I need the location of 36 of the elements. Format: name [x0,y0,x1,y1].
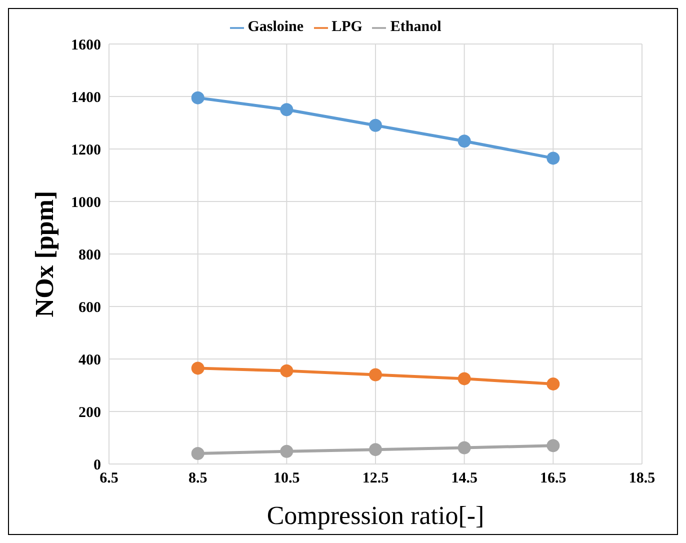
point [191,362,204,375]
point [458,372,471,386]
point [369,368,382,382]
x-axis-title: Compression ratio[-] [266,501,484,530]
x-tick-label: 10.5 [274,470,300,487]
x-tick-label: 12.5 [362,470,389,487]
y-tick-label: 1000 [71,194,101,211]
legend-label: Gasloine [248,19,304,35]
legend-label: Ethanol [390,19,442,35]
y-tick-label: 600 [78,300,101,316]
point [546,439,560,452]
y-tick-label: 800 [78,247,101,264]
point [458,441,471,454]
y-tick-label: 400 [78,352,101,368]
y-tick-label: 1600 [71,37,101,54]
legend-label: LPG [332,19,362,35]
point [191,447,204,460]
point [191,91,204,104]
point [280,364,294,378]
point [546,152,560,165]
point [369,443,382,456]
x-tick-label: 14.5 [451,470,478,487]
y-tick-label: 1400 [71,90,101,106]
y-tick-label: 1200 [71,142,101,158]
y-axis-title: NOx [ppm] [30,190,60,318]
point [280,103,294,116]
x-tick-label: 16.5 [540,470,566,487]
point [369,118,382,132]
point [458,134,471,148]
y-tick-label: 0 [94,457,101,474]
point [280,444,294,458]
x-tick-label: 18.5 [628,470,656,487]
x-tick-label: 8.5 [188,470,208,487]
point [546,377,560,390]
y-tick-label: 200 [78,404,101,421]
x-tick-label: 6.5 [100,470,118,487]
